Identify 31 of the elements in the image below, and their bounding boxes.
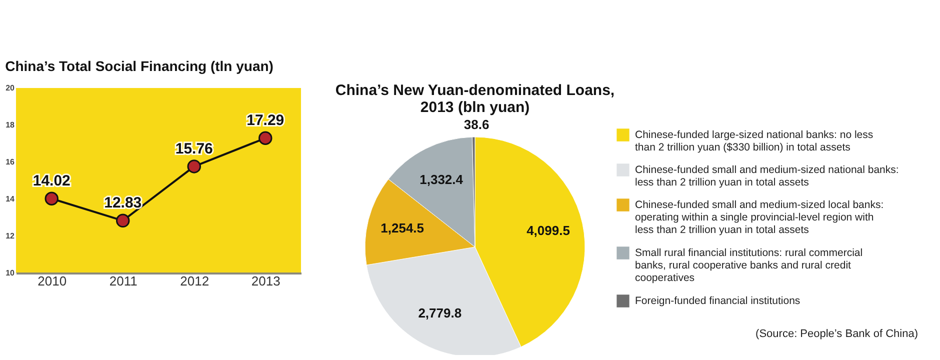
data-label: 15.76 [175, 140, 213, 158]
chart-title: China’s Total Social Financing (tln yuan) [5, 58, 274, 74]
legend-label: Foreign-funded financial institutions [635, 295, 800, 307]
y-tick-label: 14 [6, 194, 16, 204]
data-label: 4,099.5 [526, 222, 570, 238]
x-tick-label: 2012 [180, 274, 210, 288]
y-tick-label: 20 [6, 84, 16, 92]
data-label: 1,332.4 [420, 172, 464, 187]
y-tick-label: 12 [6, 232, 16, 240]
data-label: 17.29 [246, 112, 284, 130]
data-label: 2,779.8 [418, 305, 462, 320]
legend-label: Chinese-funded small and medium-sized national banks: less than 2 trillion yuan in total assets [635, 164, 899, 188]
legend-label: Small rural financial institutions: rural commercial banks, rural cooperative banks and rural credit cooperatives [635, 247, 863, 284]
text: (Source: People’s Bank of China) [756, 328, 918, 340]
y-tick-label: 16 [6, 158, 16, 166]
point [116, 214, 130, 228]
data-label: 14.02 [32, 172, 70, 190]
data-label: 38.6 [464, 117, 490, 132]
point [258, 131, 272, 145]
x-tick-label: 2013 [251, 274, 280, 288]
point [44, 192, 58, 206]
x-tick-label: 2011 [109, 274, 138, 288]
x-tick-label: 2010 [38, 274, 67, 288]
legend-label: Chinese-funded small and medium-sized local banks: operating within a single provincial-level region with less than 2 trillion yuan in total assets [635, 199, 884, 236]
y-tick-label: 10 [6, 268, 16, 278]
data-label: 1,254.5 [380, 220, 424, 236]
point [187, 160, 201, 174]
data-label: 12.83 [104, 194, 142, 212]
y-tick-label: 18 [6, 120, 16, 130]
chart-title: China’s New Yuan-denominated Loans, 2013 (bln yuan) [335, 82, 615, 116]
legend-label: Chinese-funded large-sized national banks: no less than 2 trillion yuan ($330 billion) in total assets [635, 129, 874, 154]
